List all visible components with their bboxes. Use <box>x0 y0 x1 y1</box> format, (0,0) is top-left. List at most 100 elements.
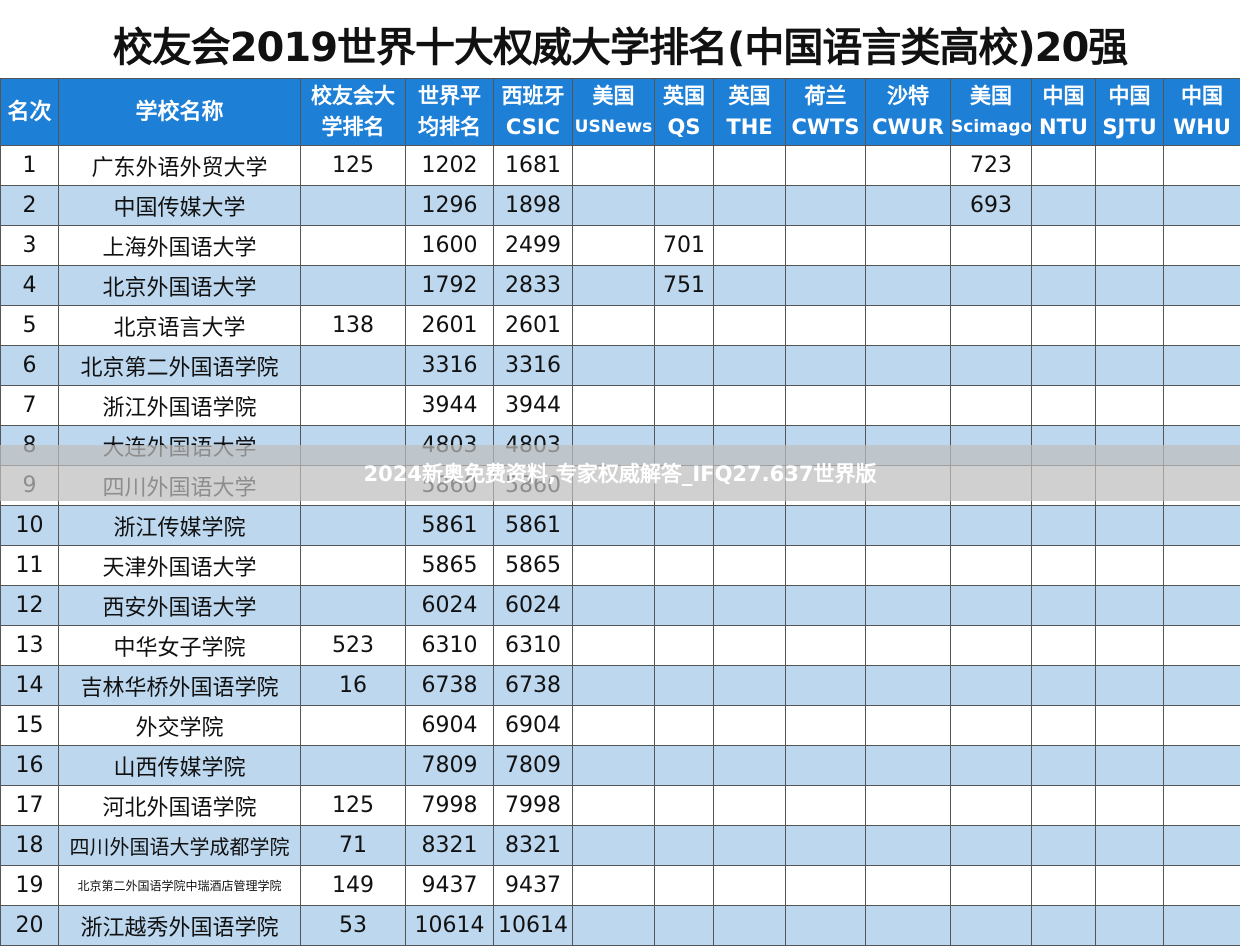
watermark: 2024新奥免费资料,专家权威解答_IFQ27.637世界版 <box>0 445 1240 501</box>
table-cell: 6024 <box>493 585 573 626</box>
table-cell <box>713 545 786 586</box>
table-cell: 9437 <box>405 865 494 906</box>
table-cell: 11 <box>0 545 59 586</box>
table-cell <box>300 185 406 226</box>
table-cell: 外交学院 <box>58 705 301 746</box>
table-row: 6 北京第二外国语学院 3316 3316 <box>0 345 1240 386</box>
table-cell <box>1163 145 1240 186</box>
table-cell <box>950 585 1032 626</box>
table-cell <box>300 385 406 426</box>
table-cell: 浙江传媒学院 <box>58 505 301 546</box>
table-cell <box>572 545 655 586</box>
table-cell <box>785 545 866 586</box>
table-cell <box>1095 185 1164 226</box>
table-cell <box>950 265 1032 306</box>
table-cell: 16 <box>300 665 406 706</box>
header-line: CWTS <box>791 115 860 139</box>
table-cell: 北京外国语大学 <box>58 265 301 306</box>
table-cell: 1681 <box>493 145 573 186</box>
table-cell <box>300 265 406 306</box>
table-cell: 125 <box>300 145 406 186</box>
table-cell: 693 <box>950 185 1032 226</box>
table-cell <box>1095 545 1164 586</box>
table-row: 20 浙江越秀外国语学院 53 10614 10614 <box>0 905 1240 946</box>
table-row: 3 上海外国语大学 1600 2499 701 <box>0 225 1240 266</box>
table-cell <box>654 505 714 546</box>
header-line: 学校名称 <box>135 99 224 125</box>
table-cell <box>572 185 655 226</box>
table-cell <box>865 225 951 266</box>
table-cell <box>300 545 406 586</box>
table-cell <box>1031 785 1096 826</box>
table-cell: 751 <box>654 265 714 306</box>
table-cell: 53 <box>300 905 406 946</box>
table-cell: 1600 <box>405 225 494 266</box>
table-cell <box>713 305 786 346</box>
header-line: 英国 <box>728 84 771 108</box>
table-cell <box>1095 905 1164 946</box>
table-cell <box>572 305 655 346</box>
table-cell <box>1095 625 1164 666</box>
table-cell <box>1031 585 1096 626</box>
table-cell <box>1163 905 1240 946</box>
table-cell: 3316 <box>493 345 573 386</box>
header-line: CWUR <box>872 115 944 139</box>
table-cell <box>572 745 655 786</box>
table-cell: 上海外国语大学 <box>58 225 301 266</box>
table-cell <box>1031 265 1096 306</box>
table-cell <box>300 745 406 786</box>
table-cell <box>865 585 951 626</box>
table-row: 14 吉林华桥外国语学院 16 6738 6738 <box>0 665 1240 706</box>
header-line: 美国 <box>592 84 635 108</box>
table-row: 17 河北外国语学院 125 7998 7998 <box>0 785 1240 826</box>
table-cell: 138 <box>300 305 406 346</box>
table-cell <box>713 705 786 746</box>
header-cell: 世界平 均排名 <box>405 78 494 146</box>
table-cell <box>950 785 1032 826</box>
header-line: 世界平 <box>418 84 481 108</box>
table-cell <box>654 785 714 826</box>
table-cell: 3944 <box>405 385 494 426</box>
table-cell: 2601 <box>405 305 494 346</box>
header-cell: 西班牙 CSIC <box>493 78 573 146</box>
table-cell <box>1163 745 1240 786</box>
table-cell <box>300 225 406 266</box>
table-cell: 12 <box>0 585 59 626</box>
table-cell <box>785 865 866 906</box>
table-cell: 吉林华桥外国语学院 <box>58 665 301 706</box>
table-cell <box>865 145 951 186</box>
table-cell: 广东外语外贸大学 <box>58 145 301 186</box>
table-cell <box>1031 665 1096 706</box>
table-cell: 1792 <box>405 265 494 306</box>
table-row: 7 浙江外国语学院 3944 3944 <box>0 385 1240 426</box>
table-cell <box>300 585 406 626</box>
table-cell <box>300 705 406 746</box>
table-cell: 7 <box>0 385 59 426</box>
header-cell: 英国 THE <box>713 78 786 146</box>
table-cell <box>572 505 655 546</box>
table-cell: 10614 <box>493 905 573 946</box>
header-cell: 学校名称 <box>58 78 301 146</box>
table-cell <box>572 825 655 866</box>
header-line: CSIC <box>505 115 561 139</box>
table-cell <box>654 145 714 186</box>
table-row: 5 北京语言大学 138 2601 2601 <box>0 305 1240 346</box>
table-cell <box>1031 865 1096 906</box>
header-line: 西班牙 <box>501 84 565 108</box>
header-line: QS <box>667 115 701 139</box>
table-cell: 3944 <box>493 385 573 426</box>
table-cell: 天津外国语大学 <box>58 545 301 586</box>
table-row: 11 天津外国语大学 5865 5865 <box>0 545 1240 586</box>
table-cell <box>785 345 866 386</box>
table-cell <box>1095 745 1164 786</box>
table-cell <box>1031 705 1096 746</box>
table-cell <box>1163 265 1240 306</box>
table-cell: 18 <box>0 825 59 866</box>
header-line: 英国 <box>663 84 705 108</box>
table-cell: 河北外国语学院 <box>58 785 301 826</box>
table-cell <box>572 145 655 186</box>
table-cell: 3316 <box>405 345 494 386</box>
table-cell <box>785 305 866 346</box>
header-cell: 名次 <box>0 78 59 146</box>
table-cell <box>654 185 714 226</box>
